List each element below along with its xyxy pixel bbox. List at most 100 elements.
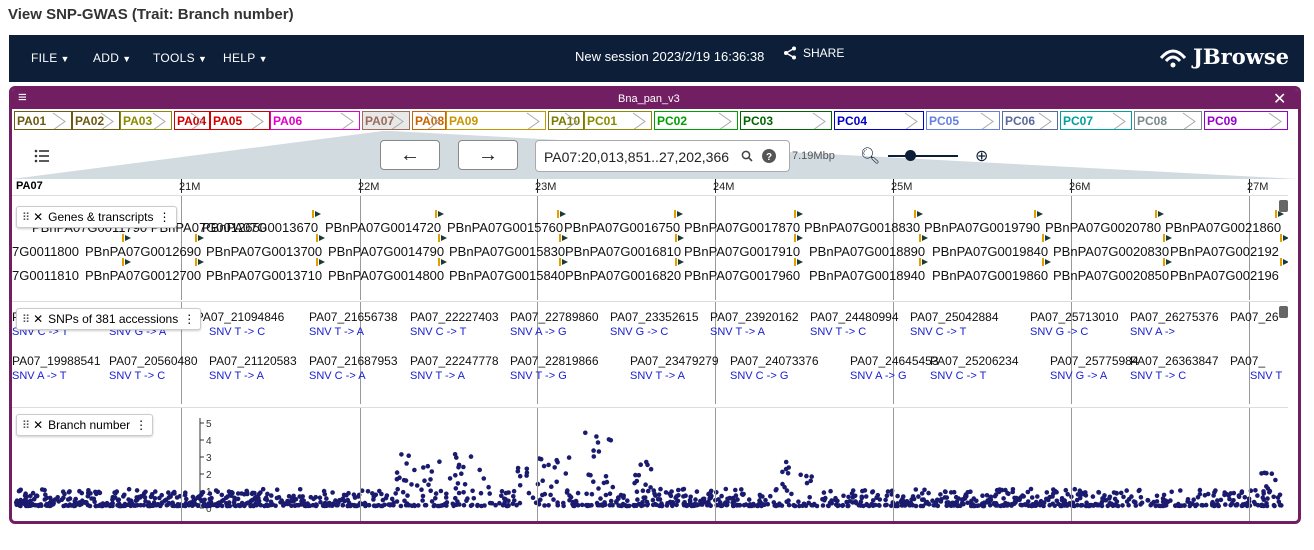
zoom-out-icon[interactable]: 🔍︎	[860, 148, 881, 165]
snp-feature-label[interactable]: PA07_	[1230, 354, 1266, 368]
snp-feature-label[interactable]: PA07_22247778	[410, 354, 499, 368]
snp-feature-label[interactable]: PA07_23479279	[630, 354, 719, 368]
snp-feature-label[interactable]: PA07_19988541	[12, 354, 101, 368]
view-menu-icon[interactable]: ≡	[18, 89, 27, 106]
gene-feature-label[interactable]: PBnPA07G0012700	[85, 268, 202, 283]
gene-feature-label[interactable]: PBnPA07G0021860	[1165, 220, 1282, 235]
snp-feature-label[interactable]: PA07_21656738	[309, 310, 398, 324]
gene-feature-label[interactable]: PBnPA07G0016810	[565, 244, 682, 259]
gene-feature-label[interactable]: PBnPA07G0013710	[206, 268, 323, 283]
ref-pc09[interactable]: PC09	[1204, 111, 1288, 130]
snp-feature-label[interactable]: PA07_25713010	[1030, 310, 1119, 324]
gene-feature-label[interactable]: PBnPA07G0019790	[924, 220, 1041, 235]
gene-feature-label[interactable]: PBnPA07G0017870	[684, 220, 801, 235]
snp-feature-label[interactable]: PA07_22819866	[510, 354, 599, 368]
gene-feature-label[interactable]: PBnPA07G0017960	[684, 268, 801, 283]
snp-feature-label[interactable]: PA07_25206234	[930, 354, 1019, 368]
snp-feature-label[interactable]: PA07_25042884	[910, 310, 999, 324]
ref-pc05[interactable]: PC05	[926, 111, 1000, 130]
ref-pc06[interactable]: PC06	[1002, 111, 1058, 130]
gene-feature-label[interactable]: PBnPA07G0013670	[202, 220, 319, 235]
help-menu-button[interactable]: HELP ▼	[223, 51, 268, 65]
track-scrollbar[interactable]	[1279, 200, 1288, 212]
snp-feature-label[interactable]: PA07_20560480	[109, 354, 198, 368]
snp-feature-label[interactable]: PA07_25775984	[1050, 354, 1139, 368]
close-track-icon[interactable]: ✕	[33, 312, 44, 326]
gene-feature-label[interactable]: PBnPA07G0016750	[564, 220, 681, 235]
gwas-branch-number-track[interactable]: ⠿ ✕ Branch number ⋮ 543210	[12, 407, 1288, 521]
drag-handle-icon[interactable]: ⠿	[22, 419, 30, 432]
gene-feature-label[interactable]: PBnPA07G0018890	[809, 244, 926, 259]
tools-menu-button[interactable]: TOOLS ▼	[153, 51, 208, 65]
reference-sequence-overview[interactable]: PA01 PA02 PA03 PA04 PA05 PA06 PA07 PA08 PA09 PA10…	[12, 111, 1298, 132]
gene-feature-label[interactable]: PBnPA07G0013700	[206, 244, 323, 259]
ref-pa07[interactable]: PA07	[362, 111, 410, 130]
gene-feature-label[interactable]: PBnPA07G0018940	[809, 268, 926, 283]
location-input[interactable]	[542, 148, 736, 166]
genes-track-label[interactable]: ⠿ ✕ Genes & transcripts ⋮	[16, 206, 177, 228]
track-menu-icon[interactable]: ⋮	[183, 312, 196, 326]
ref-pc04[interactable]: PC04	[834, 111, 924, 130]
add-menu-button[interactable]: ADD ▼	[93, 51, 132, 65]
gene-feature-label[interactable]: PBnPA07G0014800	[328, 268, 445, 283]
track-selector-icon[interactable]	[34, 149, 50, 163]
ref-pa06[interactable]: PA06	[270, 111, 360, 130]
gene-feature-label[interactable]: PBnPA07G0020850	[1053, 268, 1170, 283]
gwas-track-label[interactable]: ⠿ ✕ Branch number ⋮	[16, 414, 154, 436]
track-menu-icon[interactable]: ⋮	[158, 210, 171, 224]
share-button[interactable]: SHARE	[783, 46, 844, 60]
gene-feature-label[interactable]: PBnPA07G0018830	[804, 220, 921, 235]
search-icon[interactable]	[741, 150, 753, 162]
ref-pa08[interactable]: PA08	[412, 111, 446, 130]
location-search-box[interactable]: ?	[535, 140, 790, 172]
snp-feature-label[interactable]: PA07_24480994	[810, 310, 899, 324]
ref-pa02[interactable]: PA02	[72, 111, 120, 130]
file-menu-button[interactable]: FILE ▼	[31, 51, 70, 65]
session-title[interactable]: New session 2023/2/19 16:36:38	[575, 49, 765, 64]
gene-feature-label[interactable]: 7G0011800	[12, 244, 79, 259]
scroll-left-button[interactable]: ←	[380, 140, 440, 170]
snp-feature-label[interactable]: PA07_26363847	[1130, 354, 1219, 368]
gene-feature-label[interactable]: PBnPA07G0019860	[932, 268, 1049, 283]
help-icon[interactable]: ?	[762, 149, 776, 163]
snp-feature-label[interactable]: PA07_23920162	[710, 310, 799, 324]
snp-feature-label[interactable]: PA07_26	[1230, 310, 1279, 324]
drag-handle-icon[interactable]: ⠿	[22, 313, 30, 326]
scroll-right-button[interactable]: →	[458, 140, 518, 170]
snp-feature-label[interactable]: PA07_22227403	[410, 310, 499, 324]
snps-track-label[interactable]: ⠿ ✕ SNPs of 381 accessions ⋮	[16, 308, 202, 330]
ref-pa04[interactable]: PA04	[174, 111, 210, 130]
ref-pc07[interactable]: PC07	[1060, 111, 1132, 130]
gene-feature-label[interactable]: PBnPA07G0015760	[447, 220, 564, 235]
zoom-slider-thumb[interactable]	[905, 150, 916, 161]
gene-feature-label[interactable]: PBnPA07G002192	[1170, 244, 1279, 259]
close-track-icon[interactable]: ✕	[33, 418, 44, 432]
gene-feature-label[interactable]: PBnPA07G0015840	[449, 268, 566, 283]
ref-pc01[interactable]: PC01	[584, 111, 652, 130]
gene-feature-label[interactable]: PBnPA07G0020830	[1053, 244, 1170, 259]
snp-feature-label[interactable]: PA07_22789860	[510, 310, 599, 324]
ref-pc02[interactable]: PC02	[654, 111, 738, 130]
zoom-slider-track[interactable]	[888, 155, 958, 157]
track-menu-icon[interactable]: ⋮	[135, 418, 148, 432]
ref-pa03[interactable]: PA03	[120, 111, 172, 130]
snp-feature-label[interactable]: PA07_21687953	[309, 354, 398, 368]
ref-pa10[interactable]: PA10	[548, 111, 584, 130]
zoom-in-icon[interactable]: ⊕	[975, 148, 989, 165]
ref-pc03[interactable]: PC03	[740, 111, 832, 130]
snp-feature-label[interactable]: PA07_26275376	[1130, 310, 1219, 324]
gene-feature-label[interactable]: PBnPA07G0014790	[328, 244, 445, 259]
ref-pa05[interactable]: PA05	[210, 111, 270, 130]
snps-track[interactable]: ⠿ ✕ SNPs of 381 accessions ⋮ PA07_199704…	[12, 301, 1288, 404]
snp-feature-label[interactable]: PA07_24645453	[850, 354, 939, 368]
close-view-icon[interactable]: ✕	[1273, 91, 1287, 108]
gene-feature-label[interactable]: PBnPA07G0012690	[85, 244, 202, 259]
snp-feature-label[interactable]: PA07_23352615	[610, 310, 699, 324]
gene-feature-label[interactable]: PBnPA07G0019840	[932, 244, 1049, 259]
ref-pa01[interactable]: PA01	[14, 111, 72, 130]
coordinate-ruler[interactable]: PA07 21M 22M 23M 24M 25M 26M 27M	[12, 179, 1298, 195]
gene-feature-label[interactable]: PBnPA07G0014720	[325, 220, 442, 235]
drag-handle-icon[interactable]: ⠿	[22, 211, 30, 224]
ref-pc08[interactable]: PC08	[1134, 111, 1202, 130]
ref-pa09[interactable]: PA09	[446, 111, 546, 130]
